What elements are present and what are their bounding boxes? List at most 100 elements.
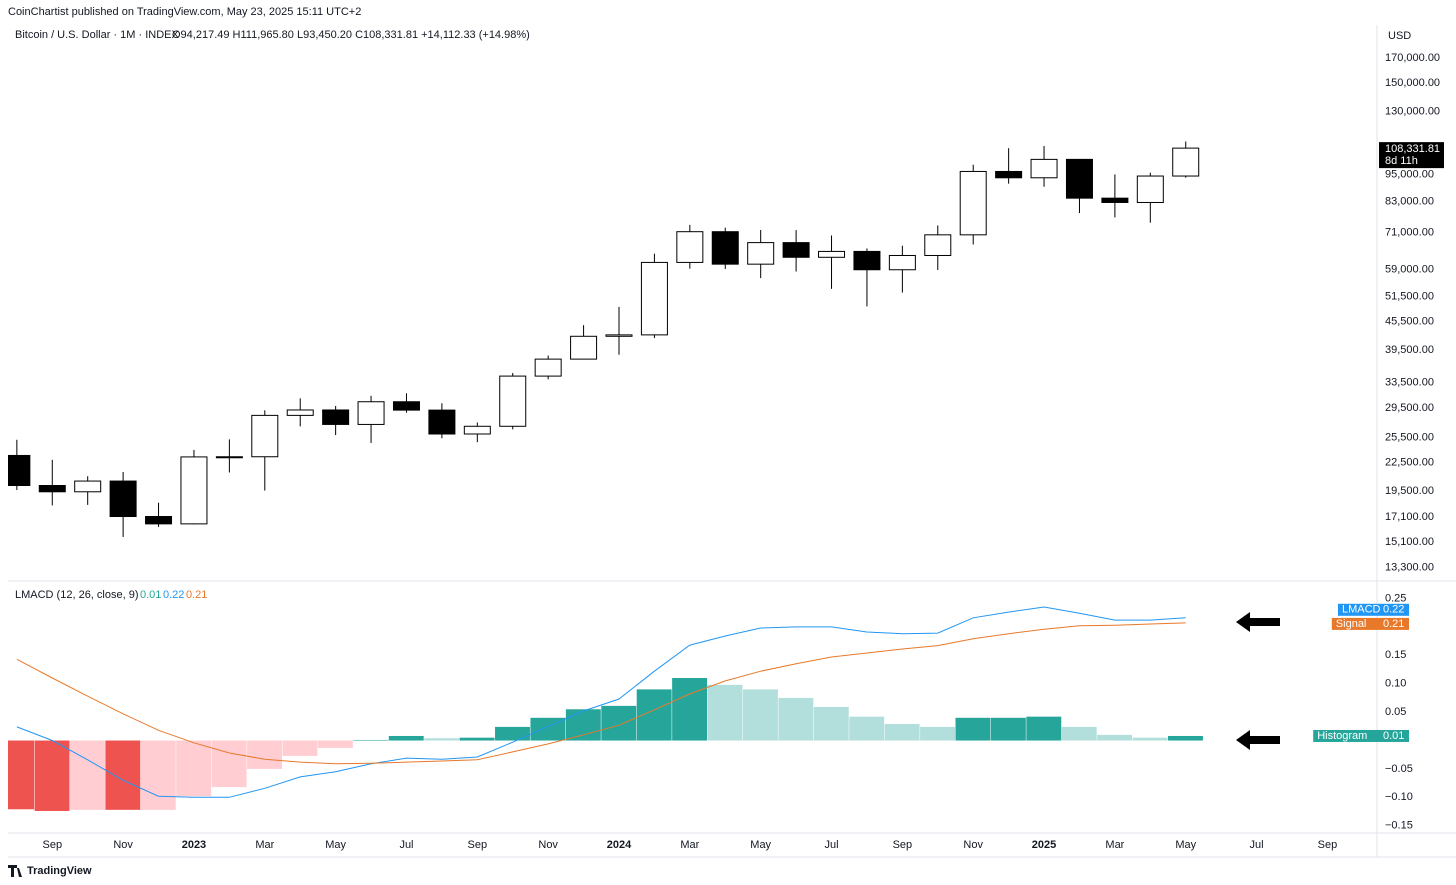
histogram-bar — [282, 740, 318, 756]
x-tick-label: Mar — [255, 839, 274, 851]
y-tick-label: −0.15 — [1385, 820, 1413, 832]
y-tick-label: 170,000.00 — [1385, 52, 1440, 64]
histogram-bar — [317, 740, 353, 748]
histogram-bar — [920, 726, 955, 741]
histogram-bar — [1132, 737, 1168, 741]
tag-name: Histogram — [1317, 730, 1367, 742]
candle-body — [888, 254, 916, 271]
tag-value: 0.22 — [1383, 604, 1404, 616]
legend-value: 0.22 — [163, 589, 184, 601]
candle-body — [1065, 158, 1093, 199]
x-tick-label: 2025 — [1032, 839, 1056, 851]
tag-box — [1331, 617, 1409, 630]
x-tick-label: Jul — [824, 839, 838, 851]
x-tick-label: Jul — [399, 839, 413, 851]
y-tick-label: 29,500.00 — [1385, 402, 1434, 414]
y-tick-label: 0.25 — [1385, 592, 1406, 604]
candle-body — [463, 425, 491, 435]
histogram-bar — [1097, 734, 1133, 741]
candle-body — [782, 242, 810, 258]
legend-value: 0.01 — [140, 589, 161, 601]
candle-body — [853, 250, 881, 271]
histogram-bar — [672, 678, 708, 741]
histogram-bar — [1061, 726, 1097, 741]
histogram-bar — [140, 740, 176, 810]
y-tick-label: 59,000.00 — [1385, 264, 1434, 276]
x-tick-label: May — [1175, 839, 1196, 851]
histogram-bar — [105, 740, 141, 810]
y-tick-label: 39,500.00 — [1385, 344, 1434, 356]
x-tick-label: Sep — [893, 839, 913, 851]
x-tick-label: Sep — [468, 839, 488, 851]
histogram-bar — [34, 740, 70, 811]
y-tick-label: −0.10 — [1385, 791, 1413, 803]
x-tick-label: Mar — [680, 839, 699, 851]
candle-body — [605, 334, 633, 337]
histogram-bar — [459, 737, 495, 741]
tag-name: Signal — [1336, 618, 1367, 630]
candle-body — [38, 485, 66, 493]
histogram-bar — [424, 738, 460, 741]
x-tick-label: Jul — [1250, 839, 1264, 851]
candle-body — [251, 414, 279, 458]
candle-body — [392, 401, 420, 411]
candle-body — [924, 234, 952, 256]
candle-body — [959, 170, 987, 236]
last-price-box — [1379, 142, 1444, 169]
candle-body — [711, 231, 739, 265]
legend-value: 0.21 — [186, 589, 207, 601]
histogram-bar — [849, 716, 885, 741]
arrow — [1236, 612, 1280, 632]
histogram-bar — [495, 726, 530, 741]
candle-body — [676, 231, 704, 263]
tag-value: 0.01 — [1383, 730, 1404, 742]
candle-body — [640, 261, 668, 336]
tag-box — [1338, 603, 1409, 616]
candle-body — [747, 242, 775, 265]
candle-body — [570, 335, 598, 360]
last-price: 108,331.81 — [1385, 143, 1440, 155]
y-tick-label: 0.15 — [1385, 649, 1406, 661]
histogram-bar — [211, 740, 247, 788]
candle-body — [109, 480, 137, 518]
ohlc: O94,217.49 H111,965.80 L93,450.20 C108,3… — [172, 29, 530, 41]
candle-body — [8, 454, 31, 487]
histogram-bar — [565, 709, 601, 741]
x-tick-label: May — [325, 839, 346, 851]
candle-body — [428, 409, 456, 435]
histogram-bar — [884, 724, 920, 741]
line — [16, 606, 1186, 798]
histogram-bar — [1168, 735, 1203, 741]
brand: TradingView — [27, 865, 92, 877]
y-tick-label: −0.05 — [1385, 763, 1413, 775]
candle-body — [1101, 197, 1129, 203]
histogram-bar — [707, 684, 743, 741]
candle-body — [357, 401, 385, 425]
candle-body — [818, 250, 846, 258]
histogram-bar — [1026, 716, 1062, 741]
countdown: 8d 11h — [1385, 155, 1418, 167]
y-tick-label: 17,100.00 — [1385, 511, 1434, 523]
y-tick-label: 95,000.00 — [1385, 168, 1434, 180]
publisher: CoinChartist published on TradingView.co… — [8, 6, 361, 18]
tag-box — [1313, 729, 1409, 742]
histogram-bar — [247, 740, 283, 769]
histogram-bar — [990, 717, 1026, 741]
line — [16, 622, 1186, 765]
currency: USD — [1388, 30, 1411, 42]
histogram-bar — [388, 735, 424, 741]
x-tick-label: Sep — [1318, 839, 1338, 851]
y-tick-label: 45,500.00 — [1385, 316, 1434, 328]
y-tick-label: 22,500.00 — [1385, 456, 1434, 468]
histogram-bar — [176, 740, 212, 797]
histogram-bar — [601, 705, 637, 741]
x-tick-label: Sep — [42, 839, 62, 851]
candle-body — [180, 456, 208, 525]
y-tick-label: 25,500.00 — [1385, 431, 1434, 443]
x-tick-label: Nov — [963, 839, 983, 851]
histogram-bar — [813, 707, 849, 741]
y-tick-label: 130,000.00 — [1385, 106, 1440, 118]
logo-icon — [8, 865, 22, 877]
indicator-title: LMACD (12, 26, close, 9) — [15, 589, 139, 601]
